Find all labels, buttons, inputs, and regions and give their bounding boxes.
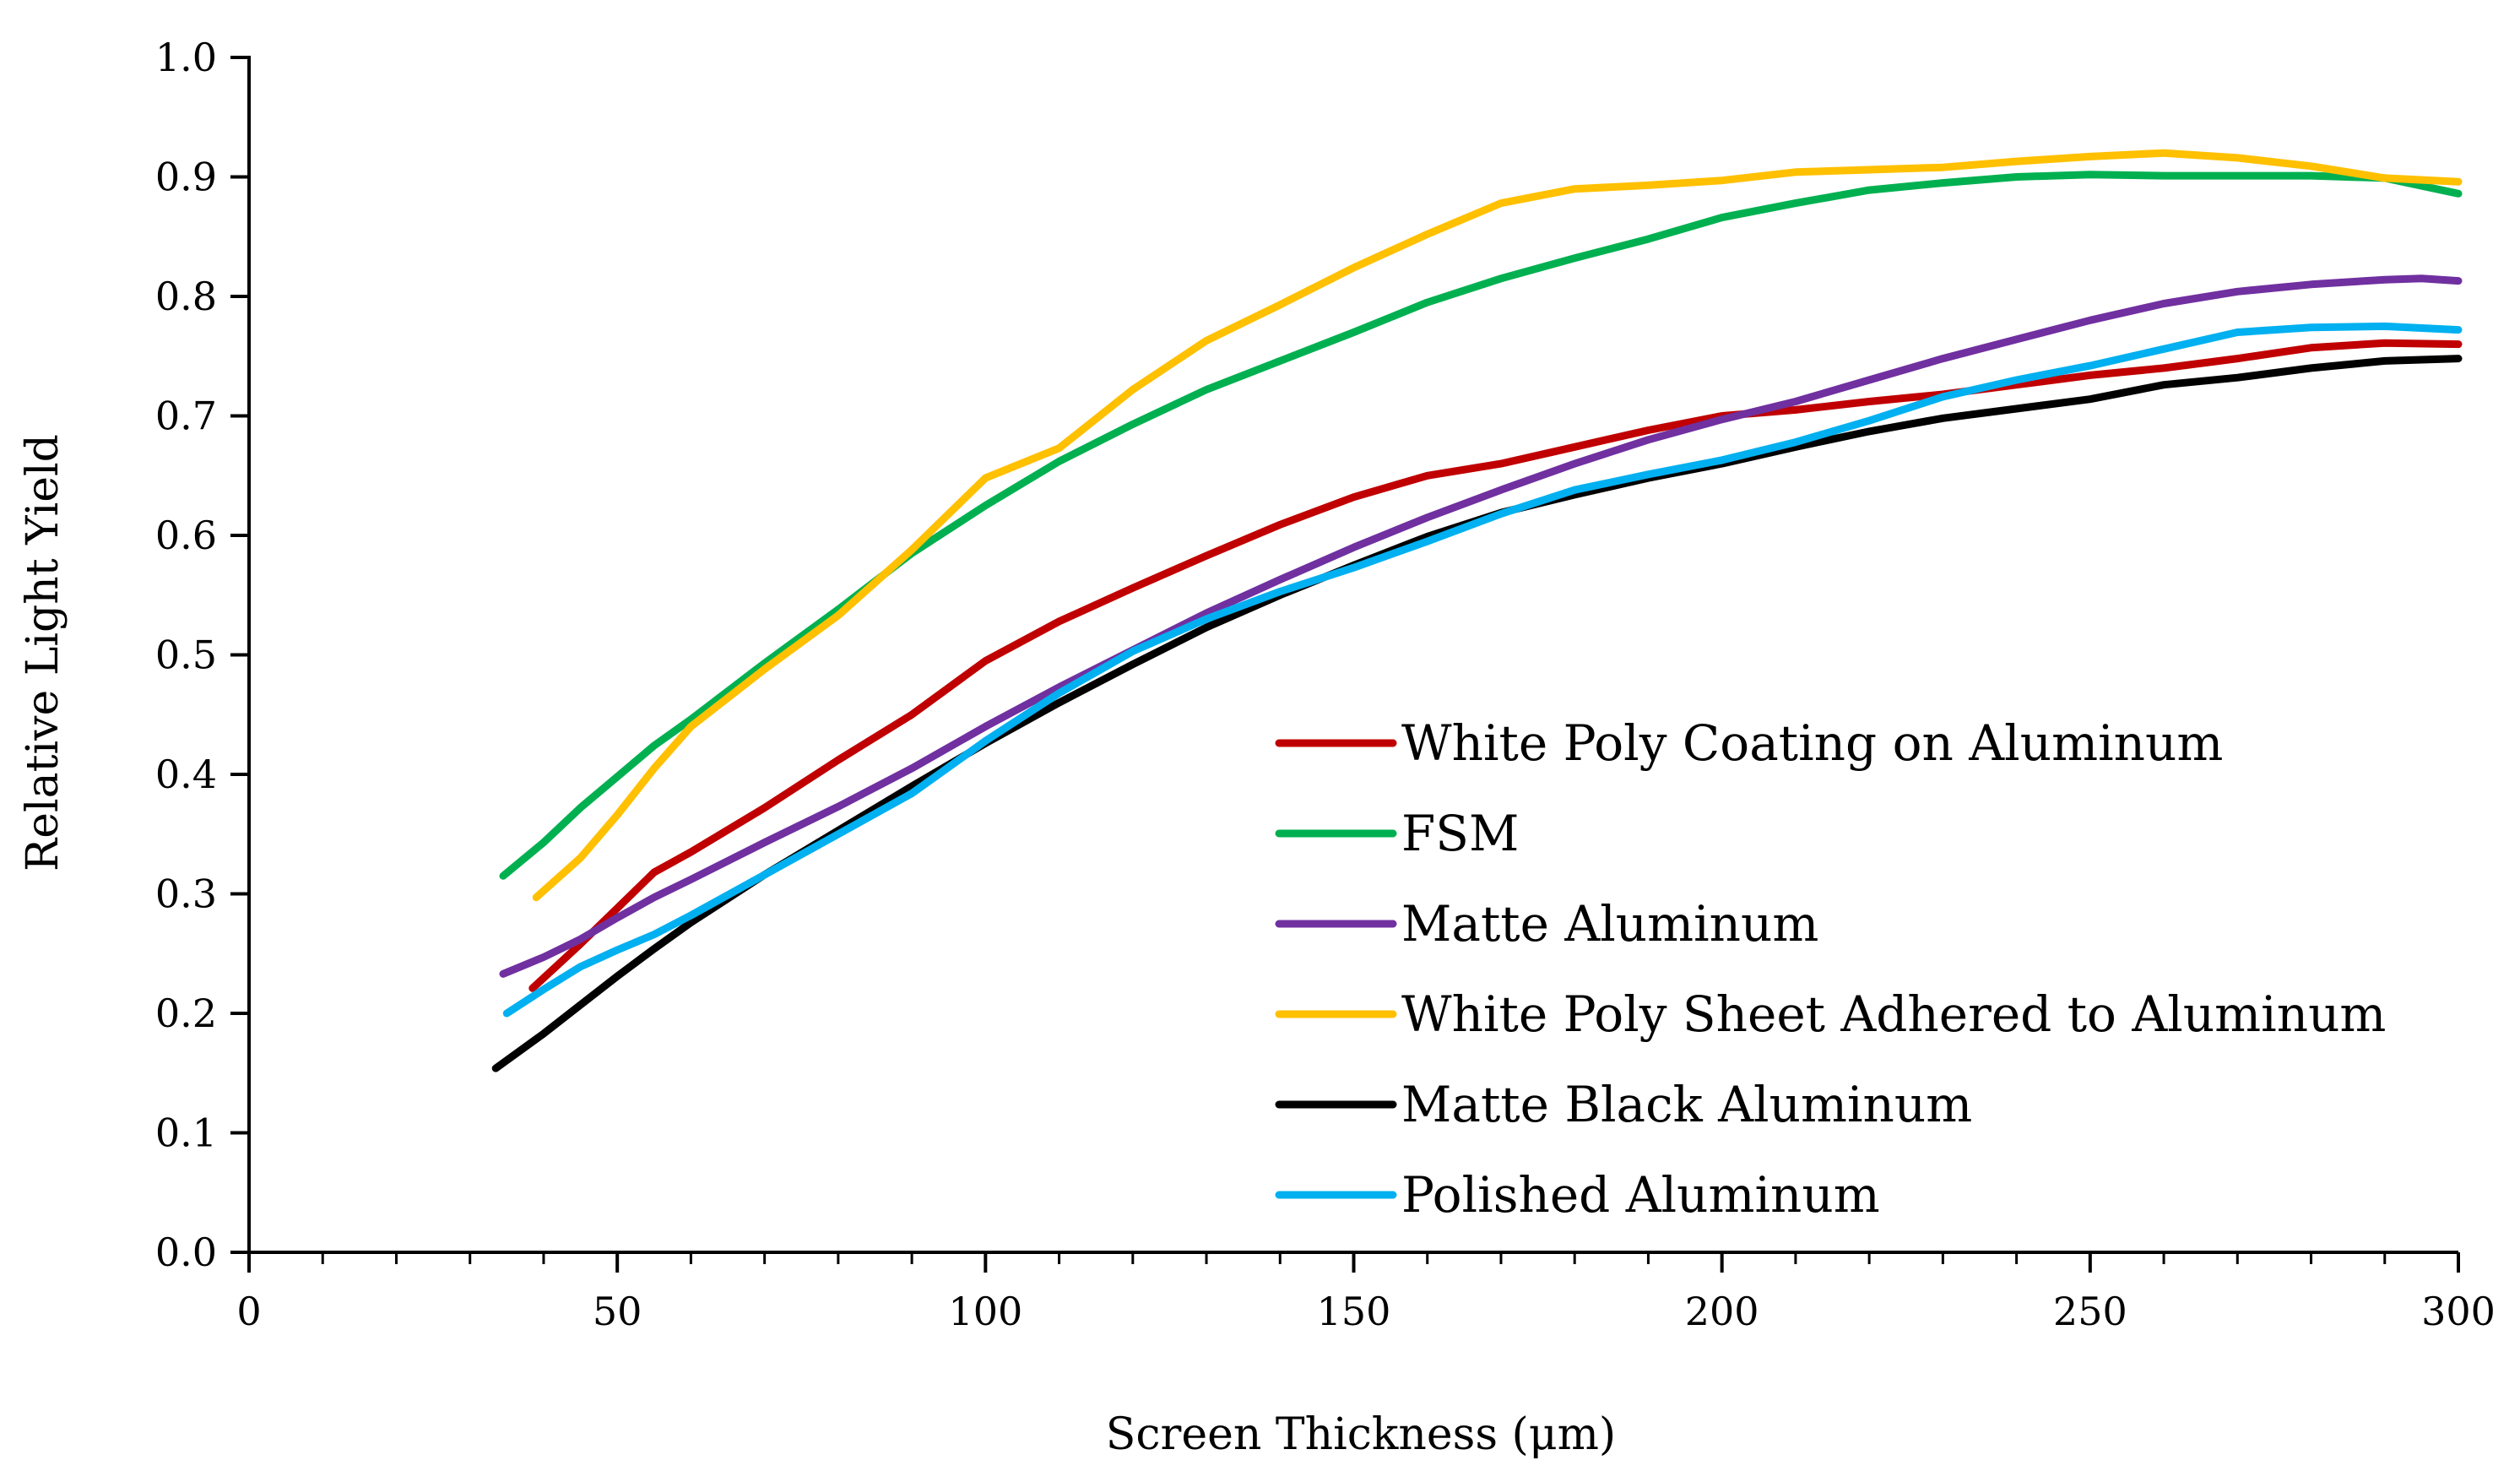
legend-item: White Poly Sheet Adhered to Aluminum	[1275, 985, 2386, 1043]
series-line-fsm	[499, 171, 2463, 880]
y-tick-label: 0.7	[155, 394, 217, 439]
axes-layer	[230, 56, 2460, 1273]
series-line-polished-aluminum	[502, 322, 2463, 1018]
x-tick-label: 200	[1685, 1289, 1759, 1334]
legend-item: Matte Aluminum	[1275, 895, 1818, 953]
legend-label: Matte Black Aluminum	[1401, 1076, 1972, 1133]
y-tick-label: 0.4	[155, 752, 217, 797]
y-tick-label: 0.9	[155, 155, 217, 200]
series-line-white-poly-coating-on-aluminum	[528, 339, 2463, 992]
series-line-matte-aluminum	[499, 274, 2463, 978]
y-tick-label: 1.0	[155, 35, 217, 80]
legend: White Poly Coating on Aluminum FSM Matte A…	[1275, 714, 2386, 1224]
legend-label: White Poly Sheet Adhered to Aluminum	[1401, 985, 2386, 1043]
y-tick-label: 0.6	[155, 513, 217, 558]
x-tick-label: 100	[948, 1289, 1022, 1334]
series-line-white-poly-sheet-adhered-to-aluminum	[532, 149, 2463, 902]
x-axis-title: Screen Thickness (μm)	[1106, 1409, 1616, 1460]
legend-label: FSM	[1401, 805, 1519, 862]
y-tick-label: 0.0	[155, 1230, 217, 1275]
legend-item: Matte Black Aluminum	[1275, 1076, 1972, 1133]
y-tick-label: 0.8	[155, 274, 217, 319]
x-tick-label: 250	[2053, 1289, 2127, 1334]
x-tick-label: 50	[593, 1289, 642, 1334]
series-layer	[491, 149, 2463, 1072]
y-axis-title: Relative Light Yield	[18, 434, 68, 871]
x-tick-label: 300	[2421, 1289, 2496, 1334]
tick-label-layer: 0.0 0.1 0.2 0.3 0.4 0.5 0.6 0.7 0.8 0.9 1.0 0 50 100 1…	[155, 35, 2496, 1334]
legend-item: White Poly Coating on Aluminum	[1275, 714, 2223, 772]
legend-label: White Poly Coating on Aluminum	[1401, 714, 2223, 772]
legend-label: Matte Aluminum	[1401, 895, 1818, 953]
legend-label: Polished Aluminum	[1401, 1166, 1880, 1224]
legend-item: FSM	[1275, 805, 1519, 862]
legend-item: Polished Aluminum	[1275, 1166, 1880, 1224]
y-tick-label: 0.1	[155, 1110, 217, 1156]
y-tick-label: 0.3	[155, 871, 217, 917]
x-tick-label: 0	[236, 1289, 261, 1334]
x-tick-label: 150	[1317, 1289, 1391, 1334]
y-tick-label: 0.2	[155, 991, 217, 1036]
y-tick-label: 0.5	[155, 632, 217, 678]
